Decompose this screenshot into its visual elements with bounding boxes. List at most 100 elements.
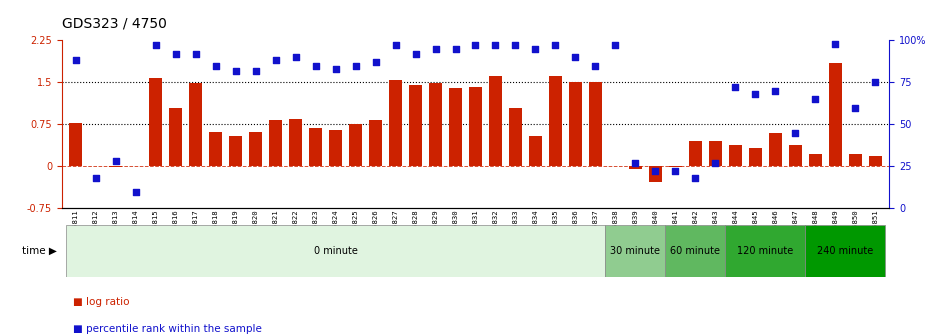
- Bar: [805, 225, 885, 277]
- Bar: [748, 149, 762, 166]
- Text: 120 minute: 120 minute: [737, 246, 793, 256]
- Bar: [429, 83, 442, 166]
- Point: [288, 54, 303, 60]
- Text: GSM5814: GSM5814: [133, 209, 139, 240]
- Bar: [229, 135, 243, 166]
- Bar: [768, 133, 782, 166]
- Text: GSM5840: GSM5840: [652, 209, 658, 240]
- Bar: [289, 119, 302, 166]
- Text: GSM5836: GSM5836: [573, 209, 578, 240]
- Text: 60 minute: 60 minute: [670, 246, 720, 256]
- Bar: [189, 83, 203, 166]
- Bar: [726, 225, 805, 277]
- Text: 30 minute: 30 minute: [611, 246, 660, 256]
- Point: [568, 54, 583, 60]
- Point: [208, 63, 223, 68]
- Bar: [209, 132, 223, 166]
- Bar: [349, 124, 362, 166]
- Bar: [389, 80, 402, 166]
- Text: GSM5825: GSM5825: [353, 209, 359, 240]
- Text: GSM5843: GSM5843: [712, 209, 718, 240]
- Point: [448, 46, 463, 51]
- Point: [388, 43, 403, 48]
- Text: GDS323 / 4750: GDS323 / 4750: [62, 16, 166, 30]
- Point: [408, 51, 423, 56]
- Text: 0 minute: 0 minute: [314, 246, 358, 256]
- Point: [787, 130, 803, 135]
- Point: [827, 41, 843, 46]
- Text: GSM5811: GSM5811: [73, 209, 79, 240]
- Bar: [309, 128, 322, 166]
- Bar: [808, 154, 822, 166]
- Point: [268, 58, 283, 63]
- Point: [548, 43, 563, 48]
- Text: GSM5821: GSM5821: [273, 209, 279, 240]
- Point: [648, 169, 663, 174]
- Text: GSM5817: GSM5817: [193, 209, 199, 240]
- Bar: [669, 166, 682, 167]
- Point: [807, 96, 823, 102]
- Point: [308, 63, 323, 68]
- Bar: [509, 108, 522, 166]
- Point: [128, 189, 144, 194]
- Point: [188, 51, 204, 56]
- Point: [228, 68, 243, 73]
- Point: [847, 105, 863, 110]
- Bar: [788, 145, 802, 166]
- Text: ■ log ratio: ■ log ratio: [73, 297, 129, 307]
- Bar: [489, 76, 502, 166]
- Text: GSM5832: GSM5832: [493, 209, 498, 240]
- Text: GSM5849: GSM5849: [832, 209, 838, 240]
- Point: [747, 91, 763, 97]
- Text: GSM5838: GSM5838: [612, 209, 618, 240]
- Bar: [409, 85, 422, 166]
- Bar: [149, 78, 163, 166]
- Text: GSM5822: GSM5822: [293, 209, 299, 240]
- Bar: [828, 63, 842, 166]
- Text: time ▶: time ▶: [22, 246, 57, 256]
- Bar: [69, 123, 83, 166]
- Bar: [589, 82, 602, 166]
- Text: GSM5823: GSM5823: [313, 209, 319, 240]
- Point: [528, 46, 543, 51]
- Point: [708, 160, 723, 166]
- Text: GSM5846: GSM5846: [772, 209, 778, 240]
- Bar: [269, 120, 282, 166]
- Bar: [549, 76, 562, 166]
- Bar: [689, 141, 702, 166]
- Text: GSM5841: GSM5841: [672, 209, 678, 240]
- Point: [588, 63, 603, 68]
- Text: GSM5848: GSM5848: [812, 209, 818, 240]
- Text: GSM5819: GSM5819: [233, 209, 239, 240]
- Point: [508, 43, 523, 48]
- Text: GSM5816: GSM5816: [173, 209, 179, 240]
- Text: GSM5828: GSM5828: [413, 209, 418, 240]
- Text: GSM5847: GSM5847: [792, 209, 798, 240]
- Point: [767, 88, 783, 93]
- Point: [108, 159, 124, 164]
- Bar: [249, 132, 262, 166]
- Text: GSM5829: GSM5829: [433, 209, 438, 240]
- Bar: [109, 166, 123, 167]
- Point: [728, 85, 743, 90]
- Text: GSM5824: GSM5824: [333, 209, 339, 240]
- Bar: [728, 145, 742, 166]
- Point: [88, 175, 104, 181]
- Text: 240 minute: 240 minute: [817, 246, 873, 256]
- Text: GSM5845: GSM5845: [752, 209, 758, 240]
- Point: [348, 63, 363, 68]
- Bar: [469, 87, 482, 166]
- Bar: [629, 166, 642, 169]
- Text: GSM5839: GSM5839: [632, 209, 638, 240]
- Point: [428, 46, 443, 51]
- Text: ■ percentile rank within the sample: ■ percentile rank within the sample: [73, 324, 262, 334]
- Bar: [868, 156, 882, 166]
- Point: [248, 68, 263, 73]
- Point: [468, 43, 483, 48]
- Text: GSM5842: GSM5842: [692, 209, 698, 240]
- Bar: [666, 225, 726, 277]
- Point: [368, 59, 383, 65]
- Text: GSM5818: GSM5818: [213, 209, 219, 240]
- Text: GSM5834: GSM5834: [533, 209, 538, 240]
- Text: GSM5826: GSM5826: [373, 209, 378, 240]
